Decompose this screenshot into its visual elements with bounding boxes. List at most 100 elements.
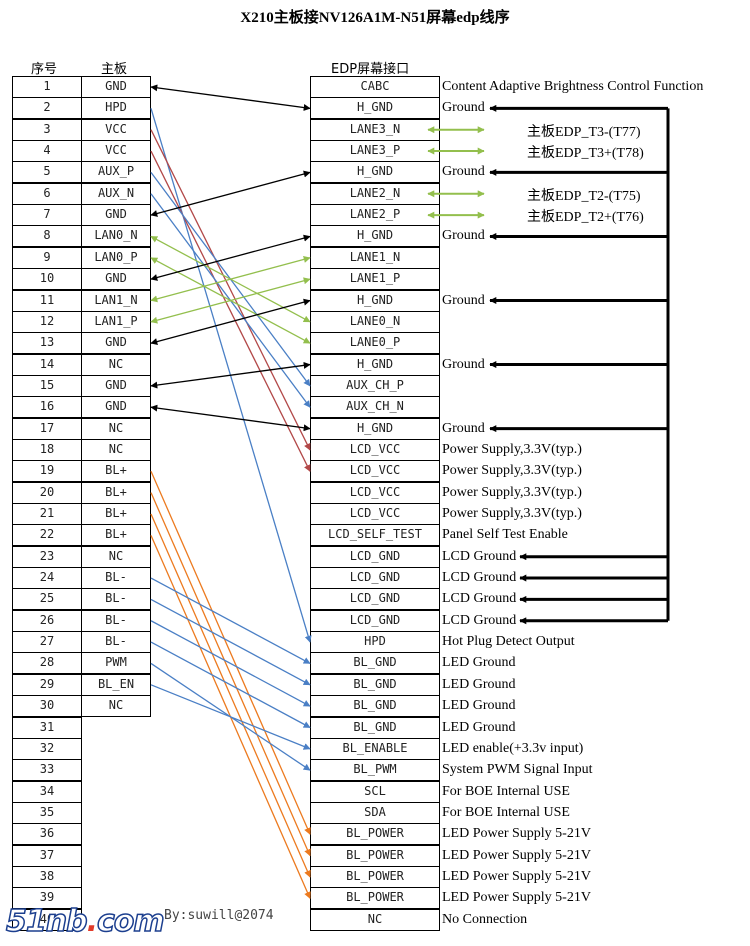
header-seq: 序号 <box>31 62 58 77</box>
board-pin-cell: GND <box>81 374 151 397</box>
pin-description: LED Ground <box>442 698 516 714</box>
pin-description: LED Power Supply 5-21V <box>442 890 591 906</box>
connection-line <box>150 641 311 729</box>
pin-description: LED Ground <box>442 719 516 735</box>
board-pin-cell: LAN0_P <box>81 246 151 269</box>
logo-dot: . <box>86 904 98 939</box>
edp-pin-cell: LANE3_N <box>310 118 440 141</box>
board-pin-cell: LAN0_N <box>81 225 151 248</box>
connection-line <box>150 234 311 281</box>
pin-description: LCD Ground <box>442 548 517 564</box>
connection-line <box>150 492 311 857</box>
edp-pin-cell: HPD <box>310 631 440 654</box>
connection-line <box>150 150 311 472</box>
pin-description: Power Supply,3.3V(typ.) <box>442 484 582 500</box>
seq-cell: 29 <box>12 673 82 696</box>
connection-line <box>150 361 311 389</box>
board-pin-cell: LAN1_N <box>81 289 151 312</box>
edp-pin-cell: BL_GND <box>310 695 440 718</box>
board-pin-cell: PWM <box>81 652 151 675</box>
pin-description: For BOE Internal USE <box>442 783 570 799</box>
board-pin-cell: NC <box>81 417 151 440</box>
edp-pin-cell: BL_PWM <box>310 759 440 782</box>
site-logo: 51nb.com <box>5 903 165 940</box>
edp-pin-cell: LANE0_P <box>310 332 440 355</box>
board-pin-cell: BL+ <box>81 503 151 525</box>
pin-description: LCD Ground <box>442 570 517 586</box>
seq-cell: 40 <box>12 908 82 931</box>
pin-description: Ground <box>442 420 485 436</box>
seq-cell: 18 <box>12 438 82 461</box>
edp-pin-cell: CABC <box>310 76 440 98</box>
connection-line <box>150 170 311 217</box>
board-pin-cell: AUX_N <box>81 182 151 205</box>
diagram-title: X210主板接NV126A1M-N51屏幕edp线序 <box>240 10 510 26</box>
seq-cell: 16 <box>12 396 82 419</box>
connection-line <box>150 577 311 665</box>
connection-line <box>150 84 311 111</box>
pin-description: Ground <box>442 228 485 244</box>
pin-description: No Connection <box>442 911 528 927</box>
board-pin-cell: BL+ <box>81 460 151 483</box>
edp-pin-cell: H_GND <box>310 353 440 376</box>
connection-line <box>150 598 311 686</box>
board-pin-cell: NC <box>81 438 151 461</box>
edp-pin-cell: BL_GND <box>310 716 440 739</box>
board-pin-cell: HPD <box>81 97 151 120</box>
edp-pin-cell: LANE2_N <box>310 182 440 205</box>
pin-description: LED Power Supply 5-21V <box>442 868 591 884</box>
pin-description: Ground <box>442 292 485 308</box>
connection-line <box>150 256 311 303</box>
author-credit: By:suwill@2074 <box>164 908 274 923</box>
board-pin-cell: BL_EN <box>81 673 151 696</box>
edp-pin-cell: LCD_GND <box>310 567 440 590</box>
edp-pin-cell: LCD_VCC <box>310 503 440 525</box>
pin-description: LED Ground <box>442 655 516 671</box>
pin-description: LCD Ground <box>442 591 517 607</box>
seq-cell: 12 <box>12 310 82 333</box>
seq-cell: 23 <box>12 545 82 568</box>
seq-cell: 15 <box>12 374 82 397</box>
lane-note: 主板EDP_T3-(T77) <box>527 124 641 140</box>
header-edp: EDP屏幕接口 <box>331 62 410 77</box>
seq-cell: 33 <box>12 759 82 782</box>
seq-cell: 36 <box>12 823 82 846</box>
edp-pin-cell: LCD_VCC <box>310 438 440 461</box>
connection-line <box>150 471 311 835</box>
connection-line <box>150 684 311 750</box>
lane-note: 主板EDP_T2-(T75) <box>527 188 641 204</box>
connection-line <box>150 129 311 451</box>
board-pin-cell: BL- <box>81 609 151 632</box>
board-pin-cell: VCC <box>81 118 151 141</box>
seq-cell: 39 <box>12 887 82 910</box>
board-pin-cell: GND <box>81 204 151 227</box>
edp-pin-cell: BL_ENABLE <box>310 737 440 760</box>
pin-description: Power Supply,3.3V(typ.) <box>442 506 582 521</box>
lane-note: 主板EDP_T3+(T78) <box>527 146 644 162</box>
pin-description: LCD Ground <box>442 612 517 628</box>
edp-pin-cell: BL_GND <box>310 652 440 675</box>
edp-pin-cell: LCD_SELF_TEST <box>310 524 440 547</box>
edp-pin-cell: LANE0_N <box>310 310 440 333</box>
logo-brand: 51nb <box>5 903 88 940</box>
board-pin-cell: GND <box>81 332 151 355</box>
pin-description: System PWM Signal Input <box>442 762 593 778</box>
edp-pin-cell: BL_POWER <box>310 887 440 910</box>
pin-description: Hot Plug Detect Output <box>442 634 575 650</box>
board-pin-cell: BL- <box>81 588 151 611</box>
pin-description: LED enable(+3.3v input) <box>442 740 584 756</box>
pin-description: LED Power Supply 5-21V <box>442 847 591 863</box>
seq-cell: 14 <box>12 353 82 376</box>
edp-pin-cell: LANE1_P <box>310 268 440 291</box>
seq-cell: 13 <box>12 332 82 355</box>
connection-line <box>150 277 311 324</box>
edp-pin-cell: NC <box>310 908 440 931</box>
connection-line <box>150 620 311 707</box>
pin-description: Panel Self Test Enable <box>442 527 568 543</box>
pin-description: LED Power Supply 5-21V <box>442 826 591 842</box>
pin-description: For BOE Internal USE <box>442 804 570 820</box>
edp-pin-cell: H_GND <box>310 225 440 248</box>
pin-description: Ground <box>442 356 485 372</box>
pin-description: Ground <box>442 164 485 180</box>
